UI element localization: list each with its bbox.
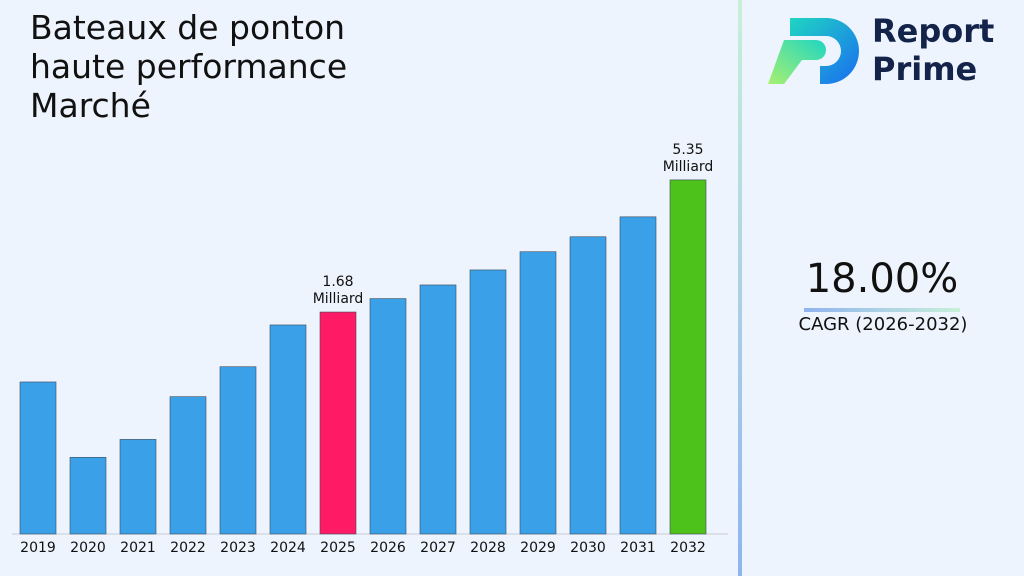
cagr-underline bbox=[804, 308, 960, 312]
bar bbox=[319, 311, 357, 535]
x-tick-label: 2030 bbox=[570, 540, 606, 556]
value-label: 1.68 Milliard bbox=[313, 274, 364, 307]
x-tick-label: 2026 bbox=[370, 540, 406, 556]
x-tick-label: 2025 bbox=[320, 540, 356, 556]
bar bbox=[219, 366, 257, 535]
chart-title: Bateaux de ponton haute performance Marc… bbox=[30, 8, 348, 125]
separator bbox=[738, 0, 742, 576]
x-tick-label: 2029 bbox=[520, 540, 556, 556]
cagr-label: CAGR (2026-2032) bbox=[799, 314, 968, 335]
bar bbox=[369, 298, 407, 535]
x-tick-label: 2024 bbox=[270, 540, 306, 556]
logo-icon bbox=[768, 18, 859, 84]
bar bbox=[469, 269, 507, 535]
value-label: 5.35 Milliard bbox=[663, 142, 714, 175]
logo-text: Prime bbox=[872, 50, 977, 88]
bar bbox=[19, 381, 57, 535]
bar bbox=[419, 284, 457, 535]
x-tick-label: 2020 bbox=[70, 540, 106, 556]
x-tick-label: 2021 bbox=[120, 540, 156, 556]
bar bbox=[669, 179, 707, 535]
x-tick-label: 2032 bbox=[670, 540, 706, 556]
cagr-value: 18.00% bbox=[806, 256, 959, 302]
x-tick-label: 2031 bbox=[620, 540, 656, 556]
x-tick-label: 2027 bbox=[420, 540, 456, 556]
x-tick-label: 2028 bbox=[470, 540, 506, 556]
bar bbox=[269, 324, 307, 535]
bar bbox=[569, 236, 607, 535]
x-tick-label: 2022 bbox=[170, 540, 206, 556]
bar bbox=[119, 439, 157, 535]
x-tick-label: 2023 bbox=[220, 540, 256, 556]
logo-text: Report bbox=[872, 12, 994, 50]
bar bbox=[169, 396, 207, 535]
bar bbox=[69, 457, 107, 535]
bar bbox=[619, 216, 657, 535]
bar bbox=[519, 251, 557, 535]
x-tick-label: 2019 bbox=[20, 540, 56, 556]
